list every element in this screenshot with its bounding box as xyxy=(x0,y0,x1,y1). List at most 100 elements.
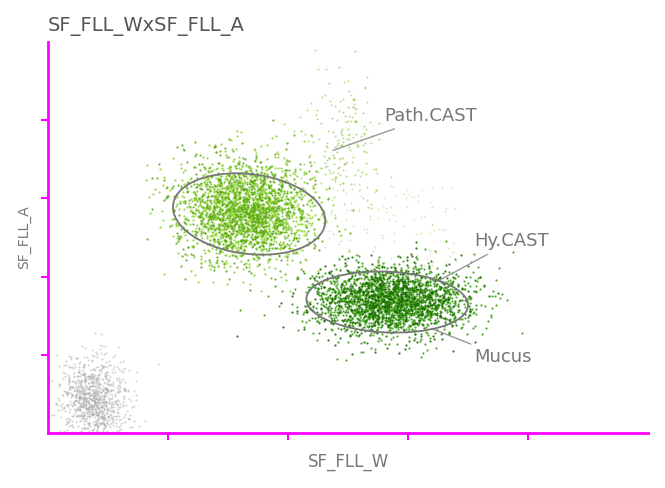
Point xyxy=(438,290,449,298)
Point xyxy=(362,99,372,106)
Point xyxy=(430,301,440,309)
Point xyxy=(88,425,99,432)
Point xyxy=(416,285,426,293)
Point xyxy=(426,293,436,301)
Point xyxy=(394,301,404,308)
Point xyxy=(373,303,384,311)
Point xyxy=(414,292,424,300)
Point xyxy=(63,419,73,427)
Point xyxy=(362,339,372,347)
Point xyxy=(352,295,362,303)
Point xyxy=(448,303,458,310)
Point xyxy=(416,287,427,295)
Point xyxy=(416,302,426,309)
Point xyxy=(164,222,175,230)
Point xyxy=(354,321,364,328)
Point xyxy=(380,270,391,278)
Point xyxy=(245,206,256,214)
Point xyxy=(281,276,292,284)
Point xyxy=(391,288,402,296)
Point xyxy=(368,287,379,295)
Point xyxy=(446,290,457,298)
Point xyxy=(368,319,378,327)
Point xyxy=(235,169,245,177)
Point xyxy=(416,282,426,290)
Point xyxy=(418,280,428,287)
Point xyxy=(87,411,98,419)
Point xyxy=(417,311,428,319)
Point xyxy=(436,313,446,321)
Point xyxy=(92,376,103,384)
Point xyxy=(225,203,235,210)
Point xyxy=(90,388,100,396)
Point xyxy=(385,311,396,319)
Point xyxy=(76,385,86,392)
Point xyxy=(68,399,79,407)
Point xyxy=(345,312,356,320)
Point xyxy=(105,387,116,395)
Point xyxy=(107,417,118,425)
Point xyxy=(102,399,112,407)
Point xyxy=(336,281,347,289)
Point xyxy=(381,288,392,296)
Point xyxy=(107,422,118,429)
Point xyxy=(398,295,408,303)
Point xyxy=(342,303,352,311)
Point xyxy=(97,401,108,408)
Point xyxy=(171,221,182,228)
Point xyxy=(58,404,68,412)
Point xyxy=(112,343,123,351)
Point xyxy=(401,203,412,211)
Point xyxy=(310,201,321,208)
Point xyxy=(247,178,257,186)
Point xyxy=(323,304,333,311)
Point xyxy=(219,189,230,197)
Point xyxy=(264,203,275,210)
Point xyxy=(285,183,296,191)
Point xyxy=(237,213,247,221)
Point xyxy=(422,346,432,353)
Point xyxy=(367,287,378,295)
Point xyxy=(289,192,299,200)
Point xyxy=(217,240,228,247)
Point xyxy=(385,203,396,211)
Point xyxy=(78,389,88,397)
Point xyxy=(349,310,360,318)
Point xyxy=(206,191,217,199)
Point xyxy=(238,202,249,210)
Point xyxy=(388,298,398,306)
Point xyxy=(241,189,251,197)
Point xyxy=(414,265,425,273)
Point xyxy=(424,334,435,342)
Point xyxy=(339,300,350,308)
Point xyxy=(397,310,408,318)
Point xyxy=(390,299,401,306)
Point xyxy=(214,186,225,194)
Point xyxy=(470,288,481,296)
Point xyxy=(239,197,249,204)
Point xyxy=(296,127,307,135)
Point xyxy=(368,302,378,309)
Point xyxy=(252,195,263,203)
Point xyxy=(66,421,76,429)
Point xyxy=(441,296,452,304)
Point xyxy=(457,285,467,293)
Point xyxy=(414,311,424,319)
Point xyxy=(341,292,352,300)
Point xyxy=(199,198,209,205)
Point xyxy=(213,185,224,193)
Point xyxy=(352,302,363,310)
Point xyxy=(439,297,450,305)
Point xyxy=(365,303,376,311)
Point xyxy=(448,310,458,318)
Point xyxy=(263,207,274,215)
Point xyxy=(275,299,286,306)
Point xyxy=(419,292,430,300)
Point xyxy=(76,414,87,422)
Point xyxy=(422,309,433,317)
Point xyxy=(114,426,124,433)
Point xyxy=(411,301,422,309)
Point xyxy=(110,412,121,420)
Point xyxy=(322,296,332,304)
Point xyxy=(60,429,70,437)
